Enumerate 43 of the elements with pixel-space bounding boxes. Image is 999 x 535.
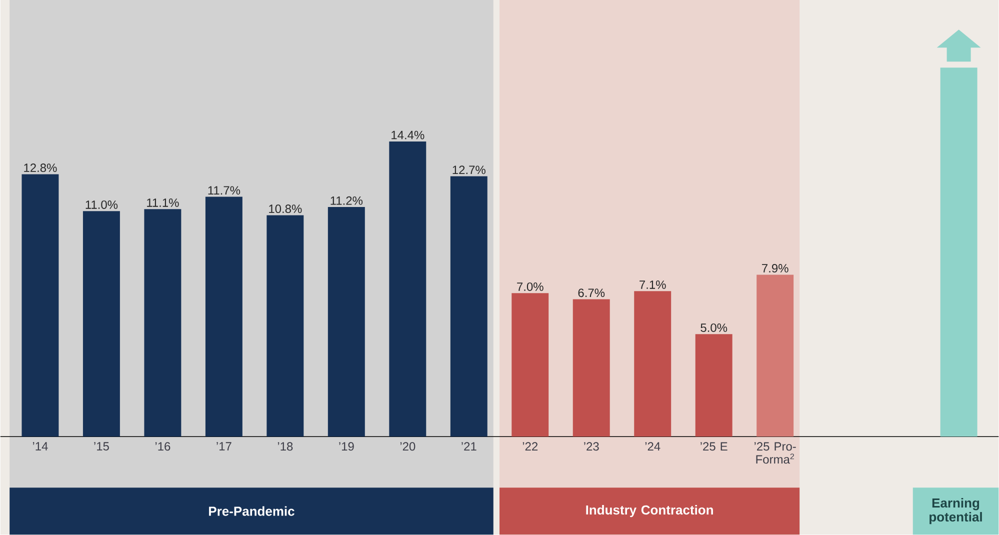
bar (22, 174, 59, 437)
bar (266, 215, 304, 437)
data-label: 10.8% (269, 204, 302, 214)
data-label: 11.2% (330, 196, 363, 206)
x-tick-label: ’14 (32, 442, 48, 451)
bar (756, 274, 794, 437)
bar (940, 68, 978, 437)
bar (389, 142, 426, 437)
x-tick-label: ’21 (462, 442, 476, 451)
text: Earning potential (930, 498, 982, 524)
x-tick-label: ’16 (155, 442, 170, 451)
x-tick-label: ’17 (216, 442, 232, 451)
data-label: 5.0% (700, 324, 728, 332)
bar (144, 209, 182, 437)
x-tick-label: ’22 (522, 442, 538, 451)
x-tick-label: ’25 Pro-Forma$^{2}$ (754, 442, 796, 464)
x-tick-label: ’18 (278, 442, 293, 451)
bar (695, 334, 732, 437)
x-tick-label: ’23 (584, 442, 599, 451)
x-tick-label: ’15 (94, 442, 109, 451)
x-tick-label: ’25 E (700, 442, 728, 451)
x-tick-label: ’20 (400, 442, 416, 451)
data-label: 14.4% (392, 131, 424, 140)
bar (205, 197, 242, 437)
bar (82, 211, 120, 437)
band-label: Industry Contraction (586, 505, 713, 518)
data-label: 7.1% (640, 280, 666, 290)
bar (328, 207, 365, 437)
data-label: 11.0% (86, 200, 118, 210)
x-tick-label: ’24 (645, 442, 660, 451)
data-label: 12.8% (24, 164, 57, 172)
data-label: 11.7% (208, 186, 240, 195)
x-tick-label: ’19 (339, 442, 354, 451)
band-label: Pre-Pandemic (209, 506, 294, 516)
data-label: 6.7% (578, 288, 605, 298)
data-label: 7.0% (517, 282, 544, 292)
bar (450, 176, 488, 437)
bar (634, 291, 672, 437)
data-label: 12.7% (452, 166, 486, 174)
data-label: 11.1% (147, 198, 179, 208)
bar (572, 300, 610, 437)
bar (512, 293, 549, 437)
data-label: 7.9% (762, 264, 788, 273)
